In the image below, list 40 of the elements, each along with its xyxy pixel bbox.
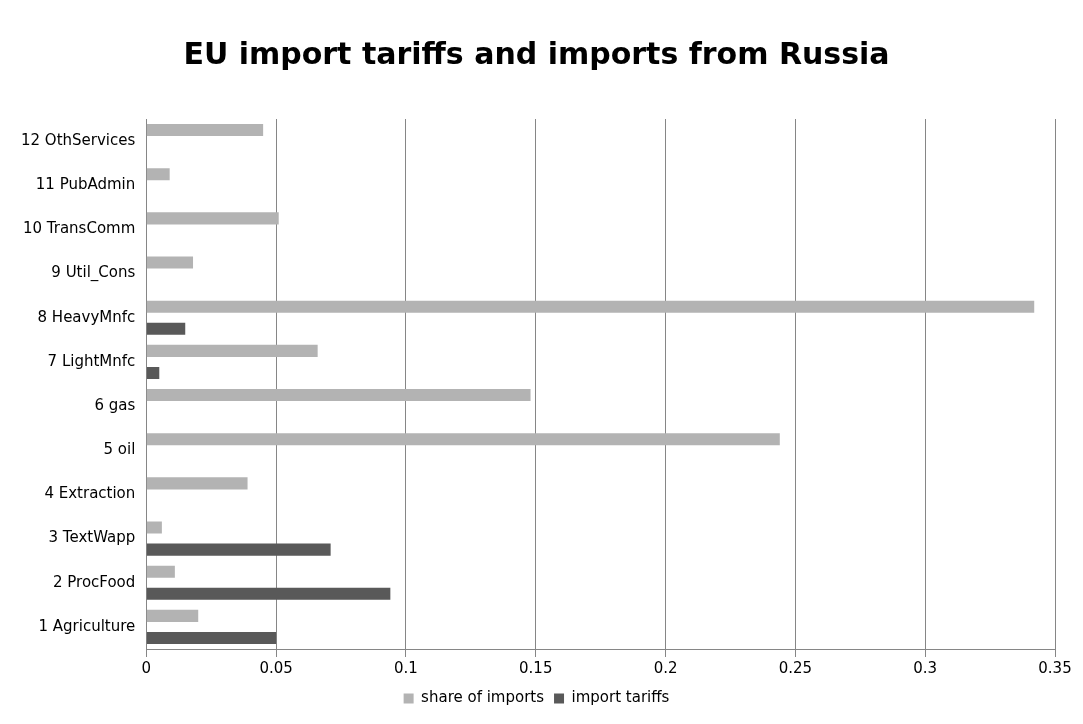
y-tick-label: 6 gas xyxy=(94,395,136,414)
legend-label: import tariffs xyxy=(571,688,670,707)
bar xyxy=(146,521,162,534)
bar xyxy=(146,322,186,335)
chart-title: EU import tariffs and imports from Russia xyxy=(183,35,890,71)
x-tick-label: 0.35 xyxy=(1038,658,1072,677)
x-tick-label: 0.2 xyxy=(653,658,678,677)
legend-label: share of imports xyxy=(421,688,545,707)
bar xyxy=(146,587,391,600)
x-tick-label: 0.25 xyxy=(778,658,813,677)
bar xyxy=(146,256,194,269)
bar xyxy=(146,565,175,578)
bar xyxy=(146,433,780,446)
bar xyxy=(146,543,331,556)
y-tick-label: 4 Extraction xyxy=(44,484,136,503)
x-tick-label: 0 xyxy=(141,658,152,677)
bar xyxy=(146,123,264,137)
x-tick-label: 0.15 xyxy=(519,658,553,677)
x-tick-label: 0.05 xyxy=(259,658,293,677)
bar xyxy=(146,631,277,645)
y-tick-label: 9 Util_Cons xyxy=(51,263,136,283)
bar xyxy=(146,168,170,181)
y-tick-label: 8 HeavyMnfc xyxy=(37,307,136,326)
y-tick-label: 5 oil xyxy=(103,440,136,459)
bar xyxy=(146,609,199,622)
bar xyxy=(146,344,318,357)
y-tick-label: 2 ProcFood xyxy=(52,572,136,591)
y-tick-label: 1 Agriculture xyxy=(38,616,136,635)
y-tick-label: 7 LightMnfc xyxy=(47,351,136,370)
y-tick-label: 3 TextWapp xyxy=(48,528,136,547)
x-tick-label: 0.1 xyxy=(394,658,418,677)
y-tick-label: 10 TransComm xyxy=(22,219,136,238)
bar xyxy=(146,388,531,402)
bar xyxy=(146,366,160,380)
bar xyxy=(146,477,248,490)
y-tick-label: 11 PubAdmin xyxy=(35,175,136,194)
x-tick-label: 0.3 xyxy=(913,658,938,677)
bar xyxy=(146,300,1035,313)
y-tick-label: 12 OthServices xyxy=(20,130,136,149)
bar xyxy=(146,212,279,225)
